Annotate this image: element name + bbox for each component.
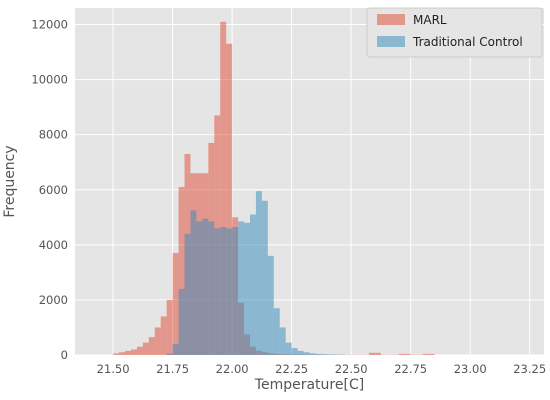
histogram-bar [249, 214, 256, 355]
histogram-bar [166, 353, 173, 355]
y-axis-label: Frequency [2, 145, 18, 217]
histogram-bar [178, 187, 185, 355]
histogram-bar [119, 352, 125, 355]
histogram-bar [113, 353, 120, 355]
x-tick-label: 22.75 [394, 362, 427, 376]
histogram-bar [303, 352, 310, 355]
y-tick-label: 4000 [39, 238, 68, 252]
histogram-bar [327, 354, 334, 355]
histogram-bar [166, 299, 173, 355]
histogram-bar [285, 342, 292, 355]
x-tick-label: 22.50 [335, 362, 368, 376]
histogram-bar [208, 221, 215, 355]
y-tick-label: 10000 [31, 73, 68, 87]
histogram-bar [154, 327, 161, 355]
histogram-bar [190, 210, 197, 355]
x-tick-label: 22.00 [216, 362, 249, 376]
histogram-bar [160, 316, 167, 355]
histogram-bar [404, 353, 411, 355]
x-tick-label: 23.25 [513, 362, 546, 376]
x-tick-label: 21.75 [156, 362, 189, 376]
histogram-bar [422, 353, 429, 355]
histogram-bar [172, 343, 179, 355]
y-tick-label: 8000 [39, 128, 68, 142]
legend-label-marl: MARL [413, 13, 447, 27]
histogram-bar [196, 221, 203, 355]
histogram-bar [428, 353, 435, 355]
x-tick-label: 21.50 [97, 362, 130, 376]
histogram-bar [124, 350, 131, 355]
histogram-bar [279, 327, 286, 355]
legend-swatch-traditional-control [377, 36, 405, 47]
histogram-bar [238, 221, 245, 355]
histogram-bar [226, 43, 233, 356]
gridlines [75, 8, 544, 356]
histogram-bar [291, 348, 298, 355]
tick-labels: 21.50 21.75 22.00 22.25 22.50 22.75 23.00 23.25… [31, 18, 546, 376]
histogram-bar [297, 350, 304, 355]
legend-swatch-marl [377, 14, 405, 25]
legend-label-traditional-control: Traditional Control [412, 35, 523, 49]
histogram-bar [142, 342, 149, 355]
histogram-bar [369, 352, 375, 355]
y-tick-label: 2000 [39, 293, 68, 307]
histogram-bar [321, 354, 328, 355]
y-tick-label: 0 [61, 348, 68, 362]
x-tick-label: 22.25 [275, 362, 308, 376]
histogram-bar [202, 218, 209, 355]
legend-box [366, 7, 543, 58]
histogram-bar [309, 353, 316, 355]
x-tick-label: 23.00 [454, 362, 487, 376]
legend: MARL Traditional Control [366, 7, 543, 58]
histogram-bar [315, 353, 322, 355]
y-tick-label: 6000 [39, 183, 68, 197]
y-tick-label: 12000 [31, 18, 68, 32]
histogram-bar [220, 21, 227, 356]
histogram-bar [172, 253, 179, 355]
plot-background [75, 8, 544, 355]
histogram-bar [255, 191, 262, 355]
histogram-bar [136, 346, 143, 355]
histogram-bar [178, 288, 185, 355]
histogram-bar [130, 349, 137, 355]
histogram-bar [273, 308, 280, 355]
x-axis-label: Temperature[C] [254, 377, 364, 393]
histogram-bar [226, 228, 233, 355]
bars [113, 21, 435, 356]
histogram-bar [184, 233, 191, 355]
histogram-bar [214, 228, 221, 355]
histogram-bar [232, 226, 239, 355]
histogram-bar [244, 222, 250, 355]
histogram-bar [267, 255, 274, 355]
histogram-bar [220, 226, 227, 355]
histogram-bar [374, 352, 381, 355]
histogram-bar [398, 353, 405, 355]
histogram-bar [148, 337, 155, 355]
histogram-bar [261, 200, 268, 355]
